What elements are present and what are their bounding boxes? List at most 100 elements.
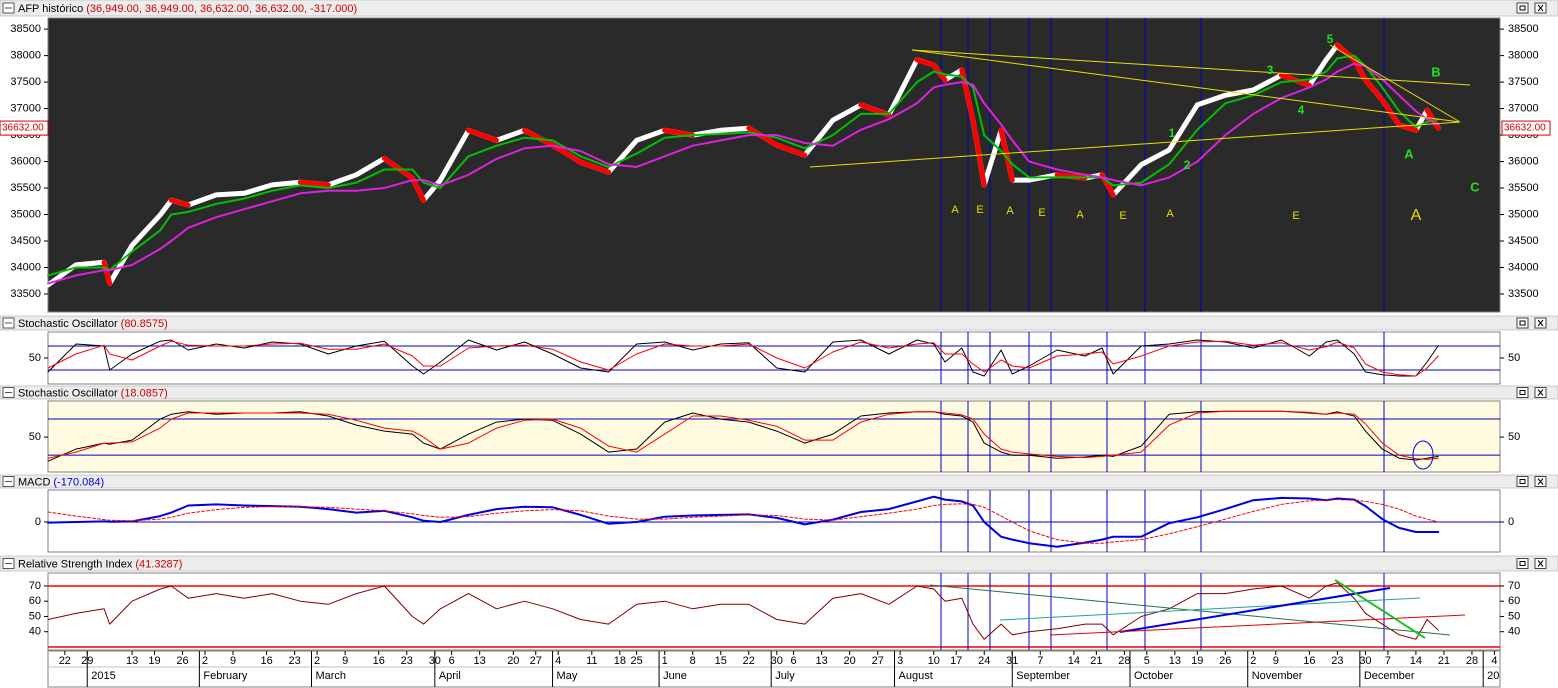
y-tick-label: 50 bbox=[29, 431, 41, 443]
x-tick-label: 16 bbox=[373, 655, 385, 667]
y-tick-label: 0 bbox=[35, 516, 41, 528]
x-tick-label: 6 bbox=[791, 655, 797, 667]
y-tick-label: 37000 bbox=[10, 102, 41, 114]
panel-header bbox=[0, 555, 1558, 572]
last-value-box bbox=[1501, 120, 1551, 136]
price-down-segment bbox=[746, 125, 780, 148]
x-tick-label: 24 bbox=[978, 655, 990, 667]
trend-line bbox=[809, 121, 1461, 168]
window-button-glyph bbox=[1519, 561, 1526, 566]
x-tick-label: 13 bbox=[474, 655, 486, 667]
y-tick-label: 35500 bbox=[10, 182, 41, 194]
x-tick-label: 22 bbox=[59, 655, 71, 667]
trend-line bbox=[1329, 44, 1461, 123]
wave-label: A bbox=[951, 204, 959, 216]
x-tick-label: 16 bbox=[1303, 655, 1315, 667]
x-tick-label: 2 bbox=[314, 655, 320, 667]
price-down-segment bbox=[662, 127, 696, 138]
price-down-segment bbox=[522, 127, 556, 148]
x-tick-label: 20 bbox=[507, 655, 519, 667]
panel-header bbox=[0, 474, 1558, 489]
month-label: July bbox=[775, 670, 795, 682]
window-button-glyph bbox=[1537, 319, 1544, 327]
x-tick-label: 4 bbox=[1491, 655, 1497, 667]
window-button[interactable] bbox=[1516, 317, 1529, 329]
window-button[interactable] bbox=[1516, 2, 1529, 14]
x-tick-label: 3 bbox=[897, 655, 903, 667]
wave-label: B bbox=[1431, 64, 1440, 79]
y-tick-label: 38500 bbox=[1508, 23, 1539, 35]
y-tick-label: 50 bbox=[1508, 352, 1520, 364]
x-tick-label: 28 bbox=[1118, 655, 1130, 667]
panel-header bbox=[0, 315, 1558, 331]
month-label: 20 bbox=[1487, 670, 1499, 682]
panel-title: Relative Strength Index bbox=[18, 558, 133, 570]
y-tick-label: 33500 bbox=[1508, 288, 1539, 300]
panel-value: (-170.084) bbox=[53, 476, 104, 488]
price-down-segment bbox=[381, 155, 415, 181]
x-tick-label: 26 bbox=[1219, 655, 1231, 667]
panel-value: (80.8575) bbox=[121, 318, 168, 330]
month-label: June bbox=[663, 670, 687, 682]
indicator-line bbox=[47, 410, 1439, 460]
x-tick-label: 21 bbox=[1090, 655, 1102, 667]
x-tick-label: 21 bbox=[1438, 655, 1450, 667]
trend-line bbox=[911, 49, 1461, 123]
trend-line bbox=[911, 49, 1471, 86]
panel-value: (18.0857) bbox=[121, 387, 168, 399]
x-tick-label: 27 bbox=[872, 655, 884, 667]
y-tick-label: 40 bbox=[1508, 626, 1520, 638]
y-tick-label: 36000 bbox=[10, 155, 41, 167]
x-tick-label: 11 bbox=[586, 655, 597, 667]
x-tick-label: 19 bbox=[148, 655, 160, 667]
x-tick-label: 13 bbox=[1169, 655, 1181, 667]
x-tick-label: 7 bbox=[1037, 655, 1043, 667]
x-tick-label: 23 bbox=[289, 655, 301, 667]
window-button[interactable] bbox=[1516, 558, 1529, 569]
window-button[interactable] bbox=[1516, 387, 1529, 398]
y-tick-label: 35000 bbox=[10, 208, 41, 220]
y-tick-label: 50 bbox=[1508, 431, 1520, 443]
wave-label: 2 bbox=[1184, 158, 1191, 172]
x-tick-label: 28 bbox=[1466, 655, 1478, 667]
x-tick-label: 13 bbox=[126, 655, 138, 667]
window-button-glyph bbox=[1519, 390, 1526, 395]
y-tick-label: 40 bbox=[29, 626, 41, 638]
window-button-glyph bbox=[1519, 479, 1526, 484]
y-tick-label: 0 bbox=[1508, 516, 1514, 528]
x-tick-label: 27 bbox=[530, 655, 542, 667]
y-tick-label: 38000 bbox=[10, 50, 41, 62]
x-tick-label: 6 bbox=[449, 655, 455, 667]
panel-header bbox=[0, 0, 1558, 17]
window-button-glyph bbox=[1519, 320, 1526, 326]
wave-label: E bbox=[976, 204, 983, 216]
x-tick-label: 30 bbox=[1359, 655, 1371, 667]
plot-background bbox=[47, 572, 1501, 651]
y-tick-label: 70 bbox=[29, 580, 41, 592]
window-button[interactable] bbox=[1516, 476, 1529, 487]
y-tick-label: 34000 bbox=[10, 261, 41, 273]
x-tick-label: 23 bbox=[401, 655, 413, 667]
price-down-segment bbox=[774, 142, 808, 158]
x-tick-label: 8 bbox=[690, 655, 696, 667]
price-down-segment bbox=[970, 117, 987, 188]
panel-title: MACD bbox=[18, 476, 50, 488]
y-tick-label: 37500 bbox=[10, 76, 41, 88]
price-down-segment bbox=[578, 159, 612, 175]
x-tick-label: 1 bbox=[662, 655, 668, 667]
indicator-line bbox=[47, 582, 1439, 640]
month-label: December bbox=[1364, 670, 1415, 682]
y-tick-label: 34000 bbox=[1508, 261, 1539, 273]
x-tick-label: 15 bbox=[715, 655, 727, 667]
price-down-segment bbox=[101, 259, 113, 286]
wave-label: C bbox=[1470, 179, 1480, 194]
last-value-label: 36632.00 bbox=[1504, 123, 1546, 134]
panel-header bbox=[0, 385, 1558, 400]
wave-label: 1 bbox=[1169, 126, 1176, 140]
trend-line bbox=[1119, 587, 1391, 633]
wave-label: E bbox=[1119, 210, 1126, 222]
wave-label: 5 bbox=[1327, 32, 1334, 46]
month-label: August bbox=[899, 670, 933, 682]
month-label: November bbox=[1252, 670, 1303, 682]
